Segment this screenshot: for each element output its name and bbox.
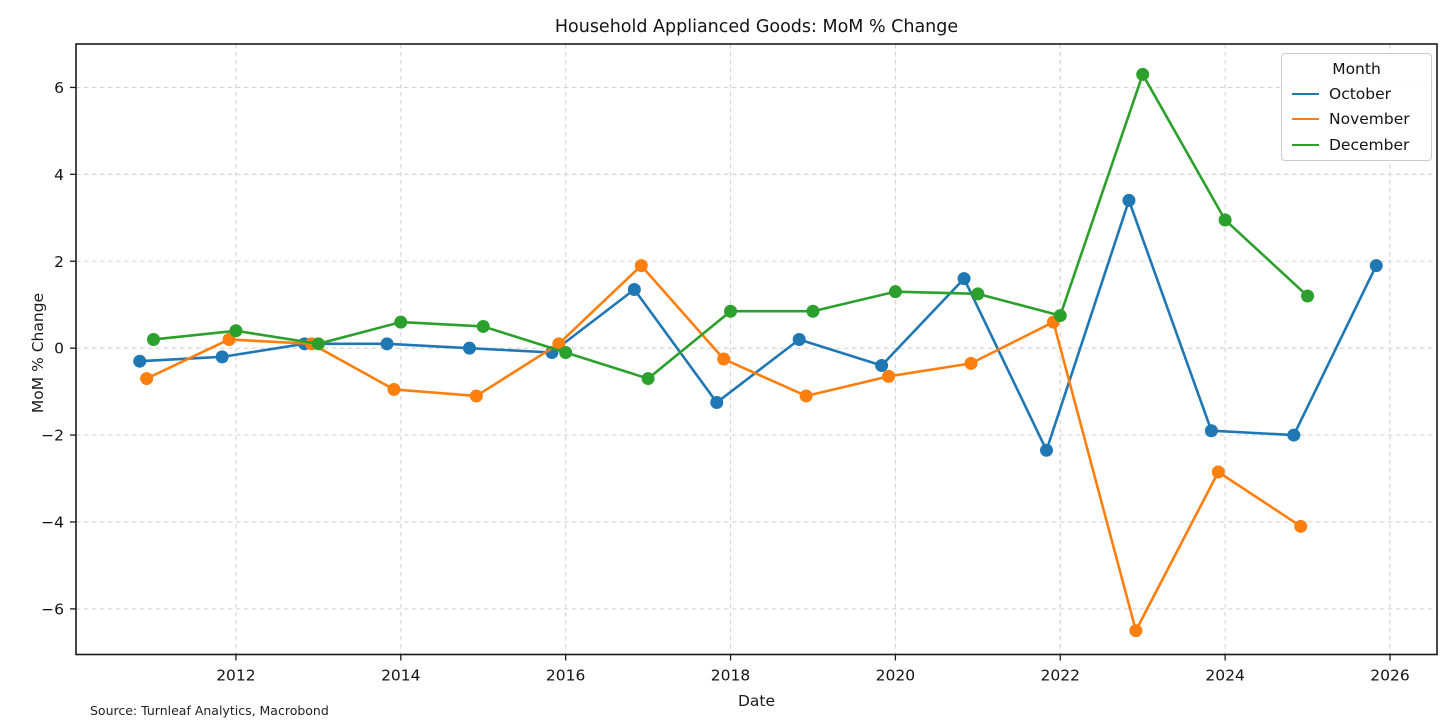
data-point-december xyxy=(1218,213,1232,227)
data-point-november xyxy=(552,337,566,351)
data-point-november xyxy=(717,352,731,366)
october-line-swatch xyxy=(1292,92,1319,95)
legend-label-november: November xyxy=(1329,110,1410,129)
x-tick-label: 2024 xyxy=(1205,667,1244,685)
legend-item-november: November xyxy=(1290,107,1423,133)
data-point-october xyxy=(1040,443,1054,457)
data-point-december xyxy=(1301,289,1315,303)
y-tick-label: 4 xyxy=(54,166,64,184)
data-point-october xyxy=(792,332,806,346)
data-point-october xyxy=(380,337,394,351)
y-tick-label: −6 xyxy=(41,600,64,618)
y-axis-label: MoM % Change xyxy=(29,292,47,414)
data-point-october xyxy=(627,283,641,297)
data-point-october xyxy=(1287,428,1301,442)
data-point-december xyxy=(311,337,325,351)
data-point-october xyxy=(1204,424,1218,438)
legend-title: Month xyxy=(1332,60,1381,78)
data-point-november xyxy=(1129,624,1143,638)
y-tick-label: 2 xyxy=(54,253,64,271)
data-point-december xyxy=(806,304,820,318)
data-point-december xyxy=(146,332,160,346)
data-point-december xyxy=(1053,309,1067,323)
data-point-november xyxy=(964,356,978,370)
november-line-swatch xyxy=(1292,118,1319,121)
data-point-october xyxy=(957,272,971,286)
data-point-october xyxy=(215,350,229,364)
x-tick-label: 2012 xyxy=(216,667,255,685)
x-tick-label: 2026 xyxy=(1370,667,1409,685)
data-point-october xyxy=(462,341,476,355)
data-point-december xyxy=(476,319,490,333)
data-point-december xyxy=(888,285,902,299)
data-point-december xyxy=(559,346,573,360)
data-point-november xyxy=(634,259,648,273)
series-line-november xyxy=(145,264,1303,632)
data-point-october xyxy=(1369,259,1383,273)
data-point-december xyxy=(724,304,738,318)
y-tick-label: 6 xyxy=(54,79,64,97)
x-tick-label: 2014 xyxy=(381,667,420,685)
y-tick-label: −4 xyxy=(41,513,64,531)
x-axis-label: Date xyxy=(737,692,776,710)
x-tick-label: 2022 xyxy=(1041,667,1080,685)
legend-label-december: December xyxy=(1329,135,1410,154)
legend-label-october: October xyxy=(1329,84,1392,103)
y-tick-label: −2 xyxy=(41,427,64,445)
legend-item-december: December xyxy=(1290,132,1423,158)
data-point-october xyxy=(710,395,724,409)
data-point-november xyxy=(222,332,236,346)
series-line-october xyxy=(138,199,1378,452)
x-tick-label: 2016 xyxy=(546,667,585,685)
x-tick-label: 2018 xyxy=(711,667,750,685)
data-point-november xyxy=(1211,465,1225,479)
data-point-november xyxy=(799,389,813,403)
chart-title: Household Applianced Goods: MoM % Change xyxy=(554,17,959,37)
legend: Month October November December xyxy=(1281,53,1432,161)
data-point-october xyxy=(133,354,147,368)
data-point-november xyxy=(469,389,483,403)
source-note: Source: Turnleaf Analytics, Macrobond xyxy=(90,703,329,718)
y-tick-label: 0 xyxy=(54,340,64,358)
data-point-december xyxy=(641,372,655,386)
data-point-november xyxy=(140,372,154,386)
data-point-november xyxy=(882,369,896,383)
legend-item-october: October xyxy=(1290,81,1423,107)
data-point-november xyxy=(387,382,401,396)
data-point-december xyxy=(394,315,408,329)
data-point-november xyxy=(1294,519,1308,533)
data-point-october xyxy=(1122,193,1136,207)
data-point-december xyxy=(1136,67,1150,81)
december-line-swatch xyxy=(1292,143,1319,146)
x-tick-label: 2020 xyxy=(876,667,915,685)
data-point-october xyxy=(875,359,889,373)
plot-border xyxy=(75,43,1438,656)
data-point-december xyxy=(971,287,985,301)
data-point-december xyxy=(229,324,243,338)
